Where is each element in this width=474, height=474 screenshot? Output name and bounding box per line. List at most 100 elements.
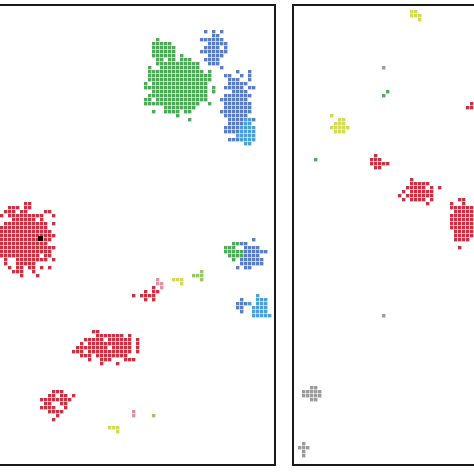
pixel-point [156,38,160,42]
pixel-point [470,230,474,234]
pixel-point [410,198,414,202]
pixel-point [48,230,52,234]
pixel-point [12,238,16,242]
pixel-point [248,78,252,82]
pixel-point [8,222,12,226]
pixel-point [20,250,24,254]
pixel-point [176,90,180,94]
pixel-point [462,198,466,202]
pixel-point [20,214,24,218]
pixel-point [28,246,32,250]
pixel-point [156,282,160,286]
pixel-point [224,50,228,54]
pixel-point [418,182,422,186]
pixel-point [156,290,160,294]
pixel-point [248,302,252,306]
pixel-point [108,334,112,338]
pixel-point [314,158,318,162]
pixel-point [20,234,24,238]
pixel-point [0,226,4,230]
pixel-point [232,114,236,118]
pixel-point [20,238,24,242]
pixel-point [152,298,156,302]
pixel-point [8,230,12,234]
pixel-point [232,86,236,90]
pixel-point [32,258,36,262]
cluster-gray [302,386,322,402]
pixel-point [302,390,306,394]
pixel-point [314,398,318,402]
pixel-point [450,218,454,222]
cluster-green [382,90,390,98]
pixel-point [172,78,176,82]
pixel-point [160,82,164,86]
pixel-point [256,254,260,258]
pixel-point [236,134,240,138]
pixel-point [160,58,164,62]
pixel-point [244,134,248,138]
pixel-point [260,298,264,302]
pixel-point [454,226,458,230]
pixel-point [430,194,434,198]
pixel-point [240,114,244,118]
pixel-point [310,398,314,402]
pixel-point [418,190,422,194]
pixel-point [462,214,466,218]
pixel-point [28,230,32,234]
pixel-point [228,86,232,90]
pixel-point [196,70,200,74]
pixel-point [168,82,172,86]
pixel-point [12,270,16,274]
pixel-point [168,66,172,70]
pixel-point [244,118,248,122]
pixel-point [32,238,36,242]
pixel-point [370,158,374,162]
pixel-point [168,46,172,50]
pixel-point [184,66,188,70]
pixel-point [32,262,36,266]
pixel-point [44,242,48,246]
pixel-point [180,54,184,58]
pixel-point [450,214,454,218]
pixel-point [160,66,164,70]
pixel-point [240,110,244,114]
pixel-point [16,262,20,266]
pixel-point [240,118,244,122]
pixel-point [40,226,44,230]
pixel-point [152,110,156,114]
pixel-point [244,130,248,134]
pixel-point [240,74,244,78]
pixel-point [378,158,382,162]
pixel-point [16,214,20,218]
pixel-point [156,62,160,66]
pixel-point [56,414,60,418]
pixel-point [36,234,40,238]
pixel-point [454,234,458,238]
pixel-point [152,102,156,106]
pixel-point [264,314,268,318]
pixel-point [96,354,100,358]
pixel-point [248,266,252,270]
pixel-point [88,354,92,358]
pixel-point [466,218,470,222]
cluster-red [40,390,76,422]
pixel-point [264,250,268,254]
pixel-point [184,94,188,98]
pixel-point [28,206,32,210]
pixel-point [196,102,200,106]
pixel-point [52,398,56,402]
pixel-point [402,198,406,202]
cluster-pink [156,278,164,290]
pixel-point [40,230,44,234]
pixel-point [152,90,156,94]
pixel-point [88,342,92,346]
pixel-point [160,54,164,58]
pixel-point [458,210,462,214]
pixel-point [224,106,228,110]
pixel-point [220,42,224,46]
pixel-point [248,110,252,114]
pixel-point [196,78,200,82]
pixel-point [200,278,204,282]
pixel-point [244,114,248,118]
pixel-point [462,230,466,234]
